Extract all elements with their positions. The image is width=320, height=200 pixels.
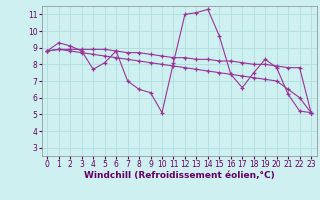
X-axis label: Windchill (Refroidissement éolien,°C): Windchill (Refroidissement éolien,°C) [84, 171, 275, 180]
